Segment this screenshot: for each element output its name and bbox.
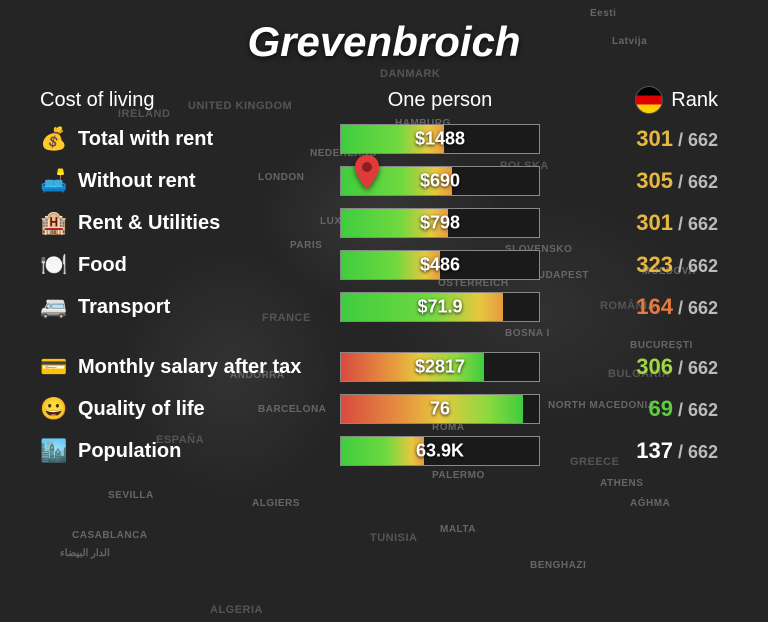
rank-number: 306 bbox=[636, 354, 673, 379]
content-panel: Grevenbroich Cost of living One person R… bbox=[0, 0, 768, 466]
category-cell: 😀 Quality of life bbox=[40, 396, 340, 422]
value-bar: 63.9K bbox=[340, 436, 540, 466]
rows-group-cost: 💰 Total with rent $1488 301 / 662 🛋️ Without … bbox=[40, 124, 728, 322]
category-label: Monthly salary after tax bbox=[78, 356, 301, 379]
header-rank-label: Rank bbox=[671, 89, 718, 112]
category-cell: 🛋️ Without rent bbox=[40, 168, 340, 194]
rank-cell: 164 / 662 bbox=[540, 294, 728, 320]
category-label: Quality of life bbox=[78, 398, 205, 421]
rank-number: 305 bbox=[636, 168, 673, 193]
category-icon: 🏨 bbox=[40, 210, 68, 236]
rank-number: 164 bbox=[636, 294, 673, 319]
category-cell: 🏙️ Population bbox=[40, 438, 340, 464]
category-cell: 🍽️ Food bbox=[40, 252, 340, 278]
map-label: TUNISIA bbox=[370, 532, 418, 544]
category-label: Transport bbox=[78, 296, 170, 319]
category-icon: 💳 bbox=[40, 354, 68, 380]
category-cell: 🏨 Rent & Utilities bbox=[40, 210, 340, 236]
data-row: 🚐 Transport $71.9 164 / 662 bbox=[40, 292, 728, 322]
map-label: CASABLANCA bbox=[72, 530, 148, 541]
category-label: Food bbox=[78, 254, 127, 277]
data-row: 💳 Monthly salary after tax $2817 306 / 662 bbox=[40, 352, 728, 382]
map-label: BENGHAZI bbox=[530, 560, 586, 571]
rank-cell: 306 / 662 bbox=[540, 354, 728, 380]
flag-icon bbox=[635, 86, 663, 114]
bar-value: $486 bbox=[420, 255, 460, 276]
data-row: 🛋️ Without rent $690 305 / 662 bbox=[40, 166, 728, 196]
map-label: MALTA bbox=[440, 524, 476, 535]
rank-denominator: / 662 bbox=[673, 298, 718, 318]
rank-number: 137 bbox=[636, 438, 673, 463]
section-gap bbox=[40, 334, 728, 352]
category-icon: 🏙️ bbox=[40, 438, 68, 464]
category-icon: 🚐 bbox=[40, 294, 68, 320]
rank-number: 301 bbox=[636, 210, 673, 235]
data-row: 🏨 Rent & Utilities $798 301 / 662 bbox=[40, 208, 728, 238]
map-label: ALGIERS bbox=[252, 498, 300, 509]
category-label: Population bbox=[78, 440, 181, 463]
data-row: 😀 Quality of life 76 69 / 662 bbox=[40, 394, 728, 424]
category-label: Without rent bbox=[78, 170, 196, 193]
column-headers: Cost of living One person Rank bbox=[40, 86, 728, 114]
header-value: One person bbox=[340, 89, 540, 112]
bar-fill bbox=[341, 437, 424, 465]
rank-cell: 301 / 662 bbox=[540, 210, 728, 236]
bar-value: 63.9K bbox=[416, 441, 464, 462]
rank-cell: 301 / 662 bbox=[540, 126, 728, 152]
rank-cell: 137 / 662 bbox=[540, 438, 728, 464]
value-bar: 76 bbox=[340, 394, 540, 424]
category-icon: 🍽️ bbox=[40, 252, 68, 278]
value-bar: $2817 bbox=[340, 352, 540, 382]
map-label: PALERMO bbox=[432, 470, 485, 481]
bar-value: $1488 bbox=[415, 129, 465, 150]
category-label: Total with rent bbox=[78, 128, 213, 151]
category-cell: 🚐 Transport bbox=[40, 294, 340, 320]
rank-denominator: / 662 bbox=[673, 442, 718, 462]
map-label: ATHENS bbox=[600, 478, 643, 489]
rank-denominator: / 662 bbox=[673, 172, 718, 192]
header-rank: Rank bbox=[540, 86, 728, 114]
category-label: Rent & Utilities bbox=[78, 212, 220, 235]
bar-value: $798 bbox=[420, 213, 460, 234]
category-icon: 💰 bbox=[40, 126, 68, 152]
rank-denominator: / 662 bbox=[673, 358, 718, 378]
rank-denominator: / 662 bbox=[673, 214, 718, 234]
rank-denominator: / 662 bbox=[673, 130, 718, 150]
bar-value: $690 bbox=[420, 171, 460, 192]
rank-number: 69 bbox=[648, 396, 672, 421]
header-category: Cost of living bbox=[40, 89, 340, 112]
category-cell: 💳 Monthly salary after tax bbox=[40, 354, 340, 380]
category-cell: 💰 Total with rent bbox=[40, 126, 340, 152]
rank-number: 323 bbox=[636, 252, 673, 277]
value-bar: $1488 bbox=[340, 124, 540, 154]
data-row: 🏙️ Population 63.9K 137 / 662 bbox=[40, 436, 728, 466]
map-label: الدار البيضاء bbox=[60, 548, 110, 559]
rank-cell: 323 / 662 bbox=[540, 252, 728, 278]
bar-value: $2817 bbox=[415, 357, 465, 378]
rank-denominator: / 662 bbox=[673, 400, 718, 420]
value-bar: $486 bbox=[340, 250, 540, 280]
rank-cell: 305 / 662 bbox=[540, 168, 728, 194]
rank-cell: 69 / 662 bbox=[540, 396, 728, 422]
location-pin bbox=[355, 155, 379, 194]
value-bar: $71.9 bbox=[340, 292, 540, 322]
value-bar: $798 bbox=[340, 208, 540, 238]
rank-denominator: / 662 bbox=[673, 256, 718, 276]
map-label: AĠHMA bbox=[630, 498, 670, 509]
bar-value: $71.9 bbox=[417, 297, 462, 318]
rank-number: 301 bbox=[636, 126, 673, 151]
category-icon: 🛋️ bbox=[40, 168, 68, 194]
city-title: Grevenbroich bbox=[40, 18, 728, 66]
category-icon: 😀 bbox=[40, 396, 68, 422]
map-label: SEVILLA bbox=[108, 490, 154, 501]
data-row: 🍽️ Food $486 323 / 662 bbox=[40, 250, 728, 280]
data-row: 💰 Total with rent $1488 301 / 662 bbox=[40, 124, 728, 154]
bar-value: 76 bbox=[430, 399, 450, 420]
map-label: ALGERIA bbox=[210, 604, 263, 616]
rows-group-other: 💳Monthly salary after tax$2817306 / 662😀… bbox=[40, 352, 728, 466]
